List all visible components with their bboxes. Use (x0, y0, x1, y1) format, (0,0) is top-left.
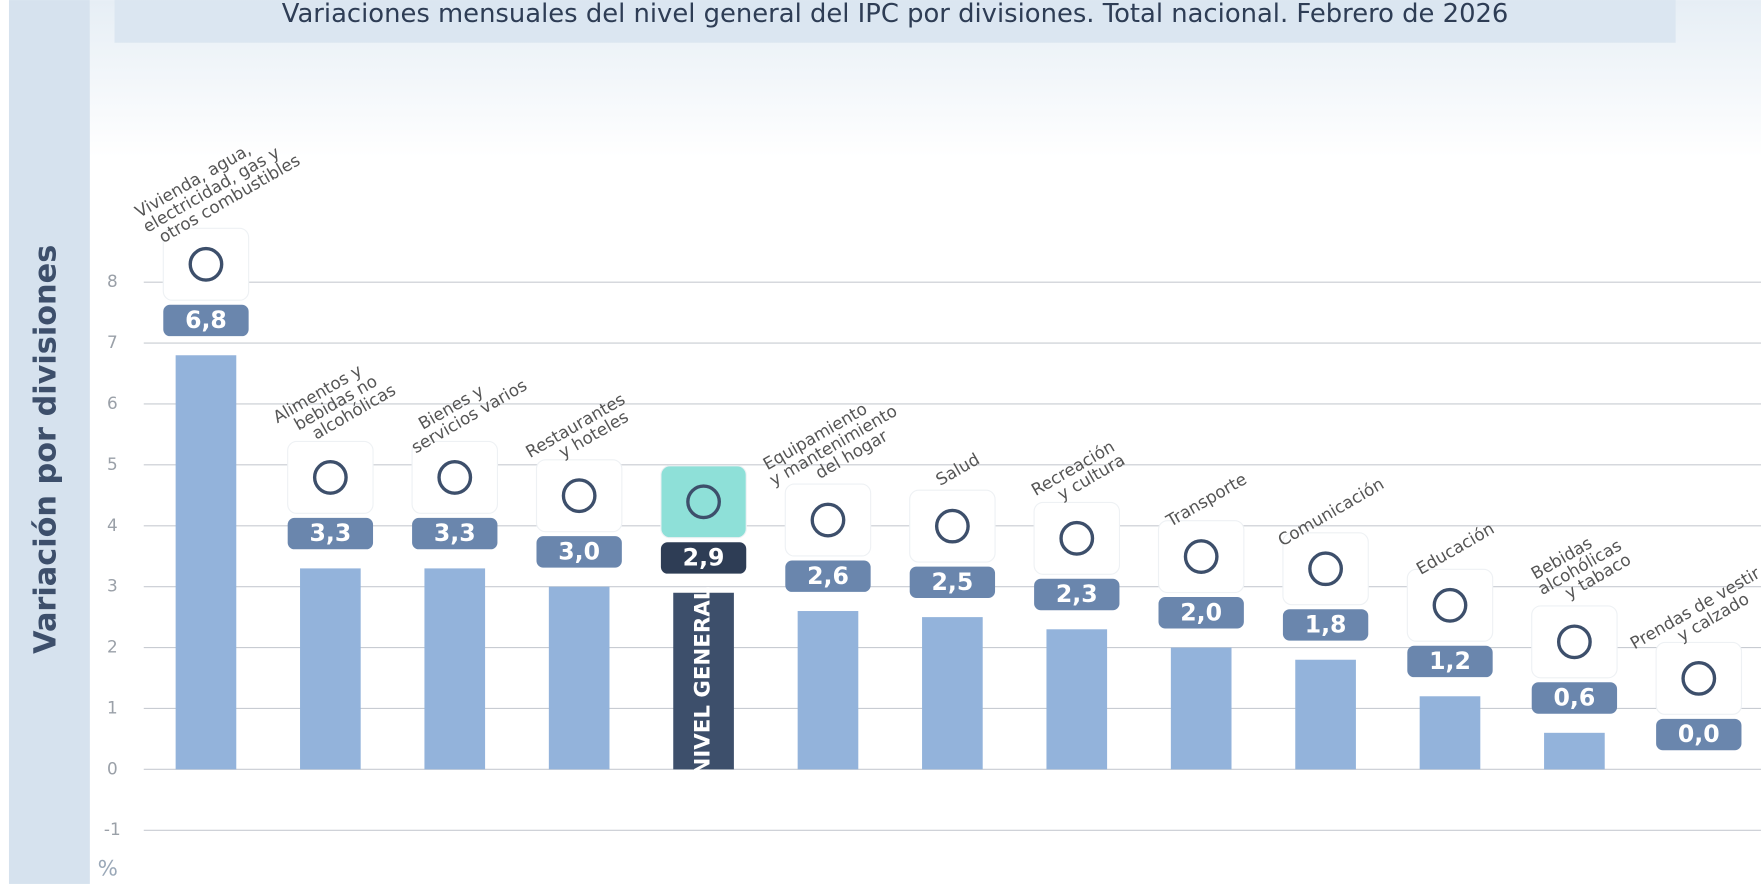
icon (561, 478, 597, 514)
value-label-bg (163, 304, 249, 337)
icon (1183, 539, 1219, 575)
bar (1170, 647, 1232, 770)
y-tick-label: -1 (104, 819, 121, 839)
icon-box (1157, 520, 1245, 594)
y-axis-title: Variación por divisiones (29, 245, 64, 654)
icon-box (535, 459, 623, 533)
value-label: 2,9 (683, 544, 725, 572)
icon (437, 460, 473, 495)
bar (797, 611, 859, 770)
value-label-bg (287, 517, 374, 550)
value-label: 0,0 (1678, 720, 1720, 748)
y-tick-label: 0 (107, 758, 118, 778)
icon (1556, 624, 1592, 660)
icon-box (287, 440, 374, 514)
y-tick-label: 6 (107, 393, 118, 413)
bar (673, 592, 734, 770)
icon-box (411, 440, 499, 514)
icon (1432, 587, 1468, 623)
y-tick-label: 1 (107, 697, 118, 717)
icon-box (1406, 568, 1494, 642)
y-tick-label: 7 (107, 332, 118, 352)
icon-box (784, 483, 872, 557)
y-tick-label: 2 (107, 637, 118, 657)
value-label: 2,6 (807, 562, 849, 590)
icon (686, 484, 721, 520)
bar (175, 355, 237, 770)
value-label-bg (909, 566, 996, 599)
value-label-bg (1407, 645, 1493, 678)
value-label-bg (785, 560, 871, 592)
icon (312, 460, 348, 495)
value-label: 6,8 (185, 306, 227, 334)
icon-box (1282, 532, 1369, 606)
icon-box (660, 465, 747, 539)
value-label: 2,3 (1056, 580, 1098, 608)
icon (1308, 551, 1343, 587)
value-label: 1,2 (1429, 647, 1471, 675)
bar (1419, 696, 1481, 770)
bar (1046, 629, 1108, 770)
bar (1544, 732, 1605, 770)
y-unit: % (98, 856, 118, 881)
value-label: 3,0 (558, 537, 600, 565)
chart-title: Variaciones mensuales del nivel general … (282, 0, 1509, 29)
value-label-bg (1531, 682, 1618, 714)
x-tick-label: NIVEL GENERAL (691, 587, 716, 776)
value-label-bg (1034, 578, 1120, 611)
icon-box (1655, 641, 1743, 715)
value-label: 1,8 (1305, 611, 1347, 639)
value-label-bg (660, 542, 747, 574)
icon (188, 246, 224, 282)
value-label: 3,3 (309, 519, 351, 547)
value-label: 2,0 (1180, 598, 1222, 626)
value-label-bg (1282, 609, 1369, 641)
value-label-bg (412, 517, 498, 550)
value-label: 0,6 (1554, 684, 1596, 712)
icon (1681, 660, 1717, 696)
bar (922, 617, 983, 770)
value-label-bg (1656, 718, 1742, 751)
value-label-bg (1158, 597, 1244, 629)
y-tick-label: 4 (107, 515, 118, 535)
value-label-bg (536, 536, 622, 568)
bar (300, 568, 361, 770)
y-tick-label: 5 (107, 454, 118, 474)
y-tick-label: 3 (107, 576, 118, 596)
icon (934, 508, 970, 544)
icon (810, 502, 846, 538)
axis-panel (8, 0, 90, 884)
bar (1295, 659, 1356, 770)
value-label: 2,5 (931, 568, 973, 596)
bar (548, 586, 610, 770)
icon-box (162, 227, 250, 301)
icon-box (909, 489, 996, 563)
value-label: 3,3 (434, 519, 476, 547)
title-banner (114, 0, 1676, 43)
bar (424, 568, 486, 770)
y-tick-label: 8 (107, 271, 118, 291)
icon-box (1531, 605, 1618, 679)
icon-box (1033, 501, 1121, 575)
icon (1059, 520, 1095, 556)
